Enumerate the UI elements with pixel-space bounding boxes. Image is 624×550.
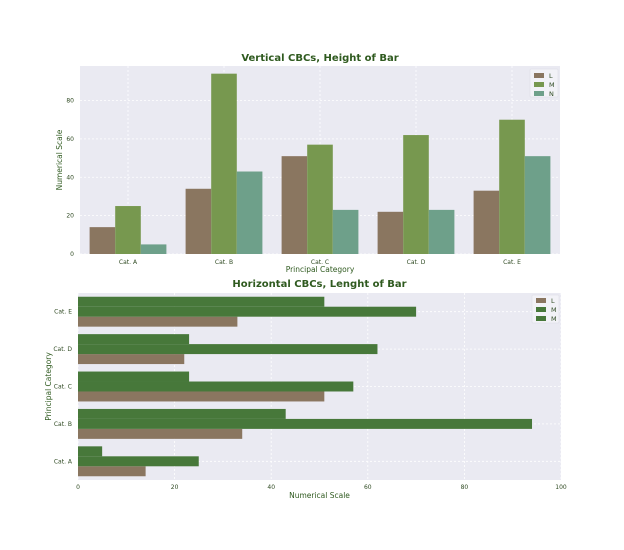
horizontal-legend-swatch-2: [536, 307, 546, 312]
horizontal-y-tick-label: Cat. D: [53, 346, 72, 353]
vertical-bar-m-4: [403, 135, 429, 254]
horizontal-legend: LMM: [531, 294, 560, 324]
horizontal-chart-title: Horizontal CBCs, Lenght of Bar: [232, 279, 406, 290]
vertical-bar-n-2: [236, 171, 263, 254]
vertical-bar-l-3: [281, 156, 308, 254]
vertical-y-axis-label: Numerical Scale: [55, 129, 64, 190]
vertical-chart: 0 20 40 60 80 Cat. A Cat. B Cat. C Cat. D Cat. E V…: [55, 53, 560, 274]
vertical-x-tick-label: Cat. E: [503, 259, 521, 266]
horizontal-x-tick-label: 80: [461, 484, 469, 491]
vertical-bar-l-5: [473, 190, 500, 254]
vertical-bar-m-5: [499, 119, 525, 254]
vertical-y-tick-label: 80: [66, 98, 74, 105]
vertical-bar-n-1: [140, 244, 167, 254]
horizontal-bar-s1-5: [78, 316, 238, 327]
horizontal-bar-s2-2: [78, 418, 533, 429]
horizontal-y-tick-label: Cat. C: [54, 384, 72, 391]
vertical-bar-m-2: [211, 73, 237, 255]
horizontal-bar-s3-5: [78, 296, 325, 307]
horizontal-y-tick-label: Cat. E: [54, 309, 72, 316]
horizontal-chart: 0 20 40 60 80 100 Cat. A Cat. B Cat. C Cat. D Cat.…: [44, 279, 567, 500]
vertical-legend: LMN: [529, 68, 559, 98]
horizontal-y-axis-label: Principal Category: [44, 352, 53, 421]
vertical-bar-l-4: [377, 211, 404, 254]
vertical-legend-swatch-l: [534, 73, 544, 78]
horizontal-bar-s3-1: [78, 446, 103, 457]
horizontal-bar-s2-1: [78, 456, 199, 467]
vertical-legend-label-m: M: [549, 81, 555, 89]
horizontal-bar-s1-3: [78, 391, 325, 402]
vertical-bar-l-2: [185, 188, 212, 254]
horizontal-bar-s2-4: [78, 344, 378, 355]
vertical-bar-m-1: [115, 206, 141, 254]
vertical-legend-swatch-n: [534, 91, 544, 96]
horizontal-bar-s3-2: [78, 408, 286, 419]
vertical-x-tick-label: Cat. C: [311, 259, 329, 266]
horizontal-x-axis-label: Numerical Scale: [289, 491, 350, 500]
horizontal-bar-s1-2: [78, 428, 243, 439]
vertical-x-axis-label: Principal Category: [286, 265, 355, 274]
vertical-y-tick-label: 0: [70, 251, 74, 258]
vertical-bar-n-4: [428, 209, 455, 254]
vertical-legend-swatch-m: [534, 82, 544, 87]
vertical-x-tick-label: Cat. B: [215, 259, 233, 266]
horizontal-legend-label-3: M: [551, 315, 557, 323]
horizontal-bar-s1-1: [78, 466, 146, 477]
vertical-bar-m-3: [307, 144, 333, 254]
vertical-y-tick-label: 20: [66, 213, 74, 220]
horizontal-bar-s2-3: [78, 381, 354, 392]
horizontal-y-tick-label: Cat. B: [54, 421, 72, 428]
horizontal-legend-swatch-3: [536, 316, 546, 321]
vertical-chart-title: Vertical CBCs, Height of Bar: [241, 53, 398, 64]
horizontal-x-tick-label: 100: [555, 484, 567, 491]
horizontal-bar-s2-5: [78, 306, 417, 317]
vertical-legend-label-l: L: [549, 72, 553, 80]
horizontal-x-tick-label: 0: [76, 484, 80, 491]
horizontal-bar-s3-3: [78, 371, 190, 382]
vertical-x-tick-label: Cat. D: [407, 259, 426, 266]
vertical-x-tick-label: Cat. A: [119, 259, 138, 266]
horizontal-x-tick-label: 60: [364, 484, 372, 491]
vertical-bar-n-5: [524, 156, 551, 254]
horizontal-legend-swatch-1: [536, 298, 546, 303]
vertical-y-tick-label: 60: [66, 136, 74, 143]
vertical-bar-l-1: [89, 227, 116, 254]
horizontal-x-tick-label: 20: [171, 484, 179, 491]
horizontal-x-tick-label: 40: [267, 484, 275, 491]
vertical-y-tick-label: 40: [66, 174, 74, 181]
horizontal-bar-s1-4: [78, 354, 185, 365]
horizontal-legend-label-1: L: [551, 297, 555, 305]
vertical-bar-n-3: [332, 209, 359, 254]
horizontal-legend-label-2: M: [551, 306, 557, 314]
horizontal-bar-s3-4: [78, 334, 190, 345]
horizontal-y-tick-label: Cat. A: [54, 458, 73, 465]
vertical-legend-label-n: N: [549, 90, 554, 98]
